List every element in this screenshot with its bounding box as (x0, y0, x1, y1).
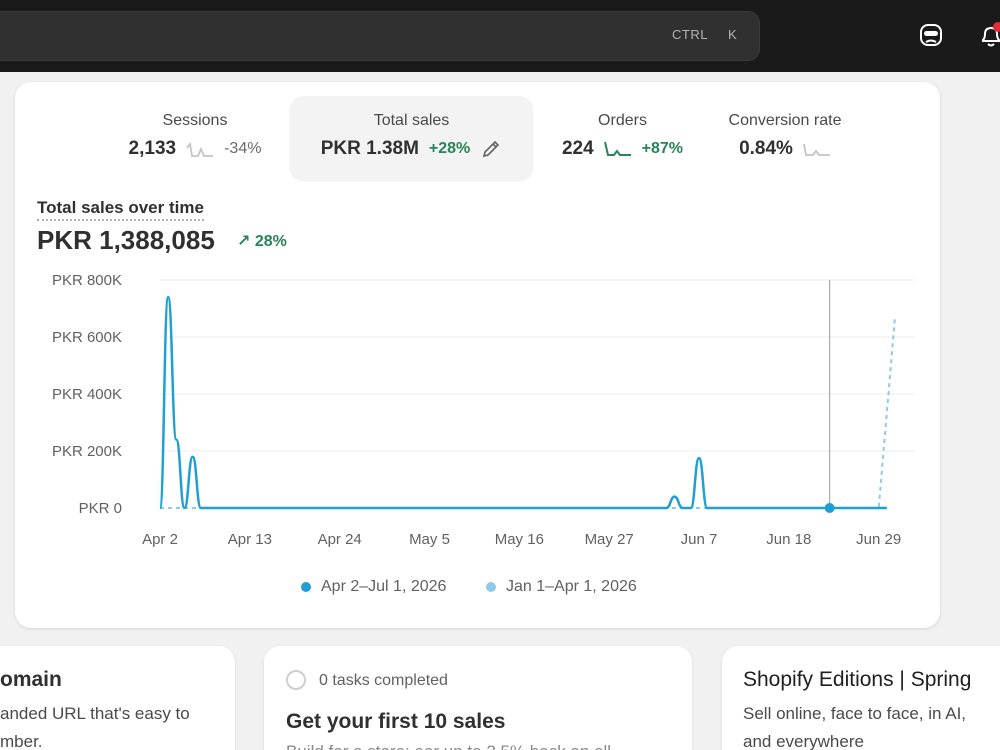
shortcut-ctrl-key: CTRL (672, 27, 708, 42)
pencil-icon[interactable] (480, 138, 502, 160)
metric-label: Total sales (373, 112, 450, 129)
x-tick-label: May 16 (495, 531, 544, 548)
metric-label: Orders (598, 112, 647, 129)
analytics-card: Sessions 2,133 -34% Total sales PKR 1.38… (15, 82, 940, 628)
metric-delta: -34% (224, 140, 262, 157)
x-tick-label: May 27 (585, 531, 634, 548)
editions-text: and everywhere (743, 732, 864, 750)
domain-card[interactable]: omain anded URL that's easy to mber. (0, 646, 235, 750)
x-tick-label: Jun 18 (766, 531, 811, 548)
metric-orders[interactable]: Orders 224 +87% (550, 96, 695, 180)
metric-delta: +87% (641, 140, 684, 157)
sparkline-up-icon (603, 141, 631, 156)
progress-circle-icon (286, 670, 306, 690)
x-tick-label: Apr 24 (318, 531, 362, 548)
tasks-card[interactable]: 0 tasks completed Get your first 10 sale… (264, 646, 692, 750)
series-line-previous (160, 316, 896, 509)
chart-delta: ↗ 28% (237, 231, 287, 251)
legend-label: Jan 1–Apr 1, 2026 (506, 578, 637, 595)
y-tick-label: PKR 800K (52, 272, 122, 289)
editions-text: Sell online, face to face, in AI, (743, 704, 967, 723)
metric-label: Sessions (162, 112, 228, 129)
metric-total-sales[interactable]: Total sales PKR 1.38M +28% (290, 96, 533, 180)
arrow-up-right-icon: ↗ (237, 233, 251, 250)
x-tick-label: Apr 2 (142, 531, 178, 548)
y-tick-label: PKR 0 (79, 500, 122, 517)
x-tick-label: May 5 (409, 531, 450, 548)
chart-delta-value: 28% (254, 233, 287, 250)
metric-value: PKR 1.38M (320, 138, 419, 159)
legend-item-current[interactable]: Apr 2–Jul 1, 2026 (301, 578, 446, 596)
metric-sessions[interactable]: Sessions 2,133 -34% (125, 96, 265, 180)
bell-icon[interactable] (978, 20, 1000, 50)
y-tick-label: PKR 200K (52, 443, 122, 460)
legend-dot (486, 582, 496, 592)
editions-card[interactable]: Shopify Editions | Spring Sell online, f… (722, 646, 1000, 750)
metric-delta: +28% (428, 140, 471, 157)
legend-dot (301, 582, 311, 592)
metric-value: 2,133 (128, 138, 177, 159)
chart-title[interactable]: Total sales over time (37, 198, 204, 221)
top-bar: CTRL K (0, 0, 1000, 72)
y-tick-label: PKR 600K (52, 329, 122, 346)
sparkline-down-icon (186, 141, 214, 157)
metric-value: 224 (561, 138, 594, 159)
tasks-text: Build for a store: ear up to 2.5% back o… (286, 742, 611, 750)
tasks-status: 0 tasks completed (319, 672, 448, 689)
legend-item-previous[interactable]: Jan 1–Apr 1, 2026 (486, 578, 637, 596)
domain-card-text: anded URL that's easy to (0, 704, 190, 723)
chart-total-value: PKR 1,388,085 (37, 225, 215, 255)
sparkline-flat-icon (803, 143, 830, 156)
x-tick-label: Apr 13 (228, 531, 272, 548)
sales-line-chart[interactable]: PKR 0 PKR 200K PKR 400K PKR 600K PKR 800K Apr… (15, 82, 940, 572)
search-bar[interactable] (0, 11, 760, 61)
hover-point (824, 503, 835, 513)
x-tick-label: Jun 7 (681, 531, 718, 548)
metric-value: 0.84% (739, 138, 793, 159)
domain-card-heading: omain (0, 668, 62, 691)
x-tick-label: Jun 29 (856, 531, 901, 548)
y-tick-label: PKR 400K (52, 386, 122, 403)
editions-heading: Shopify Editions | Spring (743, 668, 972, 691)
tasks-heading: Get your first 10 sales (286, 710, 506, 733)
metric-label: Conversion rate (728, 112, 842, 129)
series-line-current (158, 295, 887, 510)
domain-card-text: mber. (0, 732, 43, 750)
metric-conversion-rate[interactable]: Conversion rate 0.84% (715, 96, 855, 180)
shortcut-k-key: K (728, 27, 738, 42)
legend-label: Apr 2–Jul 1, 2026 (321, 578, 447, 595)
user-avatar-icon[interactable] (918, 20, 944, 50)
